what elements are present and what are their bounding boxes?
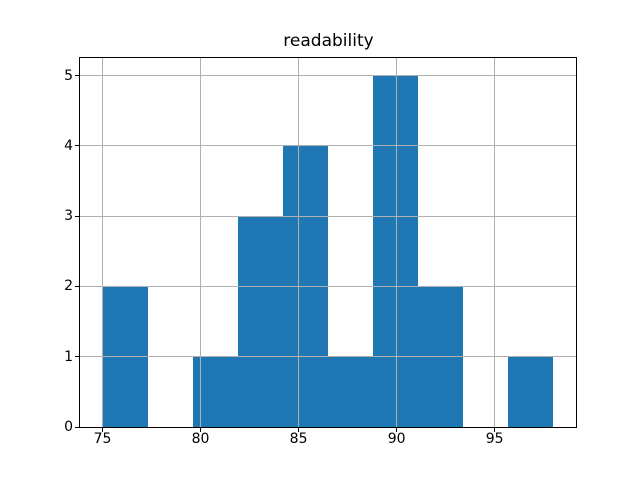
y-tick-mark bbox=[75, 145, 79, 147]
gridline-horizontal bbox=[80, 285, 576, 287]
x-tick-mark bbox=[102, 428, 104, 432]
gridline-vertical bbox=[494, 58, 496, 427]
y-tick-label: 0 bbox=[64, 419, 73, 435]
x-tick-mark bbox=[494, 428, 496, 432]
y-tick-mark bbox=[75, 426, 79, 428]
y-tick-label: 2 bbox=[64, 278, 73, 295]
gridline-vertical bbox=[200, 58, 202, 427]
y-tick-label: 4 bbox=[64, 137, 73, 154]
histogram-bar bbox=[508, 356, 554, 427]
plot-area bbox=[79, 57, 577, 428]
y-tick-label: 3 bbox=[64, 208, 73, 225]
histogram-bar bbox=[373, 75, 419, 427]
gridline-horizontal bbox=[80, 215, 576, 217]
histogram-bar bbox=[328, 356, 374, 427]
x-tick-label: 75 bbox=[93, 431, 112, 447]
gridline-horizontal bbox=[80, 75, 576, 77]
y-tick-label: 1 bbox=[64, 348, 73, 365]
y-tick-mark bbox=[75, 75, 79, 77]
gridline-vertical bbox=[396, 58, 398, 427]
x-tick-label: 85 bbox=[289, 431, 308, 447]
y-tick-label: 5 bbox=[64, 67, 73, 84]
x-tick-label: 95 bbox=[485, 431, 504, 447]
y-tick-mark bbox=[75, 215, 79, 217]
gridline-horizontal bbox=[80, 356, 576, 358]
histogram-bar bbox=[237, 216, 283, 427]
x-tick-mark bbox=[298, 428, 300, 432]
x-tick-mark bbox=[200, 428, 202, 432]
gridline-horizontal bbox=[80, 145, 576, 147]
x-tick-label: 80 bbox=[191, 431, 210, 447]
gridline-vertical bbox=[102, 58, 104, 427]
y-tick-mark bbox=[75, 285, 79, 287]
gridline-vertical bbox=[298, 58, 300, 427]
x-tick-mark bbox=[396, 428, 398, 432]
chart-title: readability bbox=[283, 31, 374, 51]
x-tick-label: 90 bbox=[387, 431, 406, 447]
y-tick-mark bbox=[75, 356, 79, 358]
